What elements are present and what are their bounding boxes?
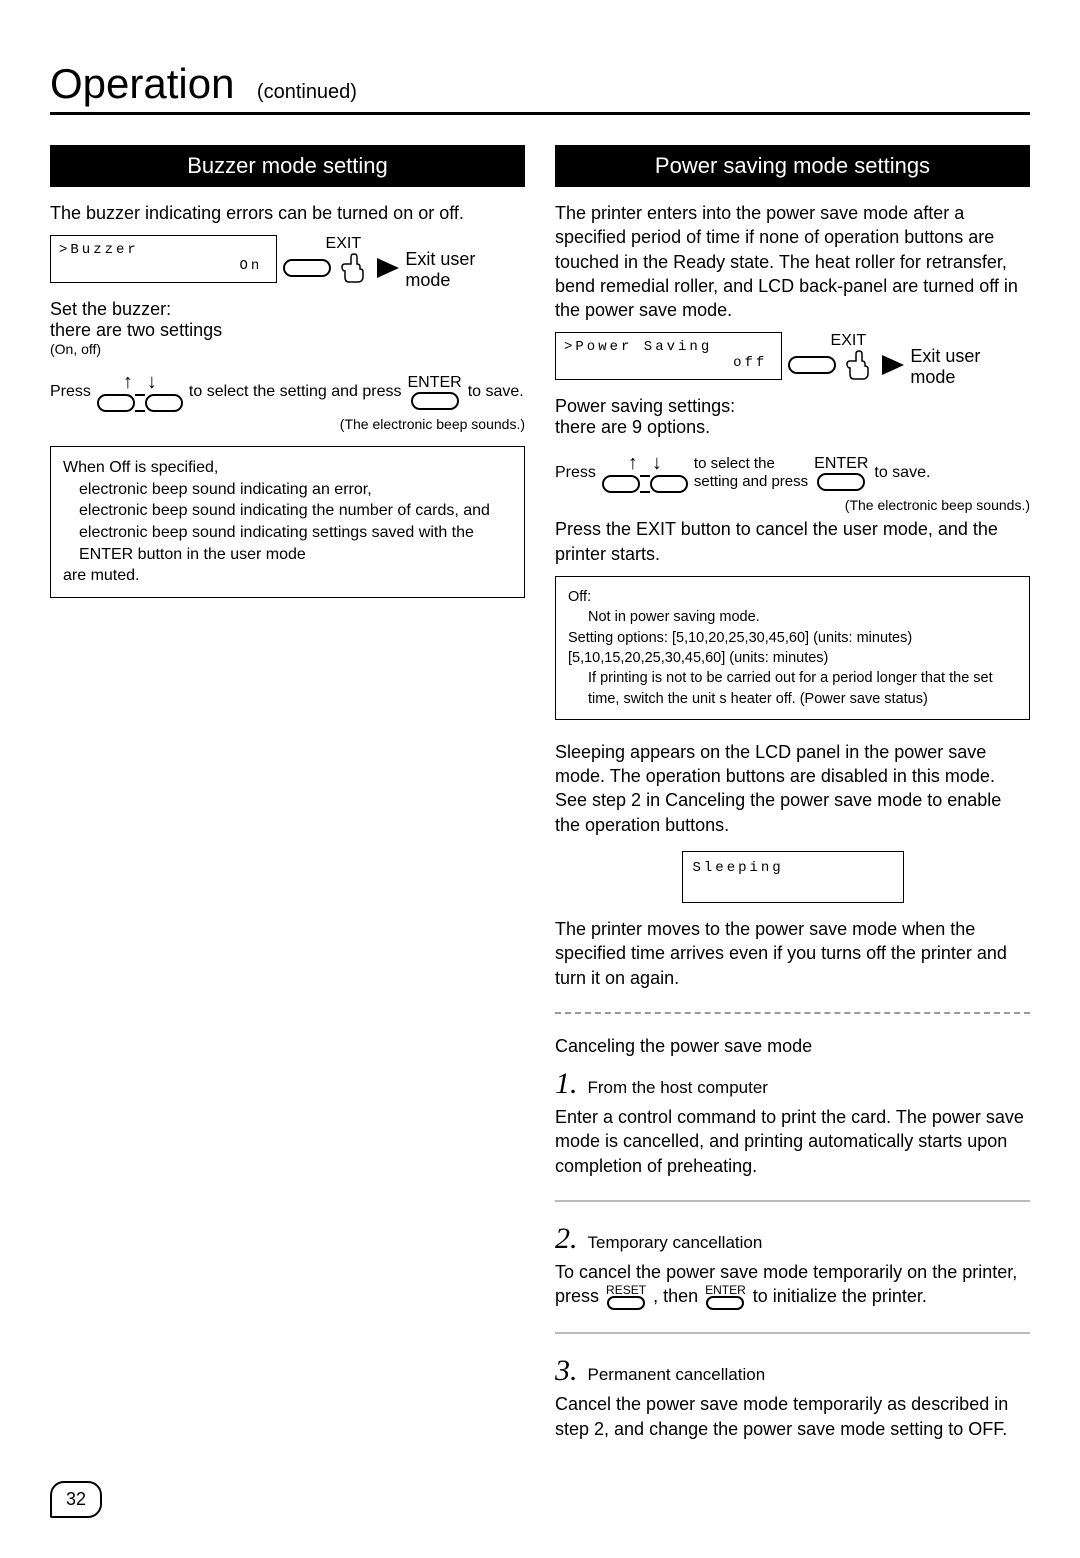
press-exit-cancel: Press the EXIT button to cancel the user…	[555, 517, 1030, 566]
reset-button-icon: RESET	[606, 1284, 646, 1310]
press-label: Press	[555, 464, 596, 482]
exit-button-icon	[283, 259, 331, 277]
set-buzzer-l3: (On, off)	[50, 341, 525, 357]
to-save: to save.	[468, 383, 524, 401]
page-title: Operation	[50, 60, 234, 107]
rule	[555, 1200, 1030, 1202]
updown-arrows-icon: ↑↓	[117, 371, 163, 394]
right-column: Power saving mode settings The printer e…	[555, 145, 1030, 1441]
to-save: to save.	[874, 464, 930, 482]
opt-list-l1: [5,10,15,20,25,30,45,60] (units: minutes…	[568, 648, 1017, 668]
set-buzzer-block: Set the buzzer: there are two settings (…	[50, 299, 525, 357]
step1-body: Enter a control command to print the car…	[555, 1105, 1030, 1178]
step2-body: To cancel the power save mode temporaril…	[555, 1260, 1030, 1311]
arrow-right-icon	[882, 355, 904, 375]
columns: Buzzer mode setting The buzzer indicatin…	[50, 145, 1030, 1441]
persist-para: The printer moves to the power save mode…	[555, 917, 1030, 990]
ps-l1: Power saving settings:	[555, 396, 1030, 417]
opt-off-l2: Not in power saving mode.	[568, 607, 1017, 627]
updown-arrows-icon: ↑↓	[622, 452, 668, 475]
page-number: 32	[50, 1481, 1030, 1518]
step-title: Temporary cancellation	[588, 1233, 763, 1253]
enter-button-icon	[411, 392, 459, 410]
exit-button-icon	[788, 356, 836, 374]
info-l3: electronic beep sound indicating the num…	[63, 500, 512, 522]
beep-note: (The electronic beep sounds.)	[555, 497, 1030, 513]
ps-settings-block: Power saving settings: there are 9 optio…	[555, 396, 1030, 438]
step-2: 2. Temporary cancellation	[555, 1224, 1030, 1254]
info-l4: electronic beep sound indicating setting…	[63, 522, 512, 565]
buzzer-info-box: When Off is specified, electronic beep s…	[50, 446, 525, 598]
info-l5: are muted.	[63, 565, 512, 587]
press-label: Press	[50, 383, 91, 401]
set-buzzer-l2: there are two settings	[50, 320, 525, 341]
enter-button-icon	[817, 473, 865, 491]
enter-label: ENTER	[814, 455, 868, 473]
select-text1: to select the	[694, 455, 808, 473]
step-title: From the host computer	[588, 1078, 768, 1098]
lcd-line2: off	[564, 355, 773, 371]
buzzer-intro: The buzzer indicating errors can be turn…	[50, 201, 525, 225]
updown-button-icon	[97, 394, 183, 412]
exit-label: EXIT	[827, 332, 867, 350]
rule	[555, 1332, 1030, 1334]
power-lcd: >Power Saving off	[555, 332, 782, 380]
power-press-row: Press ↑↓ to select the setting and press…	[555, 452, 1030, 493]
info-l2: electronic beep sound indicating an erro…	[63, 479, 512, 501]
exit-block: EXIT	[788, 332, 904, 380]
left-column: Buzzer mode setting The buzzer indicatin…	[50, 145, 525, 1441]
enter-button-icon: ENTER	[705, 1284, 746, 1310]
step2-b: , then	[653, 1286, 703, 1306]
step-1: 1. From the host computer	[555, 1069, 1030, 1099]
exit-label: EXIT	[322, 235, 362, 253]
set-buzzer-l1: Set the buzzer:	[50, 299, 525, 320]
buzzer-diagram: >Buzzer On EXIT Exit user mode	[50, 235, 525, 291]
info-l1: When Off is specified,	[63, 457, 512, 479]
power-intro: The printer enters into the power save m…	[555, 201, 1030, 322]
opt-list-l2: If printing is not to be carried out for…	[568, 668, 1017, 709]
buzzer-press-row: Press ↑↓ to select the setting and press…	[50, 371, 525, 412]
step-3: 3. Permanent cancellation	[555, 1356, 1030, 1386]
sleeping-para: Sleeping appears on the LCD panel in the…	[555, 740, 1030, 837]
arrow-right-icon	[377, 258, 399, 278]
step3-body: Cancel the power save mode temporarily a…	[555, 1392, 1030, 1441]
dashed-separator	[555, 1012, 1030, 1014]
exit-block: EXIT	[283, 235, 399, 283]
select-text: to select the setting and press	[189, 383, 402, 401]
hand-icon	[337, 253, 371, 283]
beep-note: (The electronic beep sounds.)	[50, 416, 525, 432]
exit-desc: Exit user mode	[405, 235, 525, 291]
step-num: 3.	[555, 1356, 578, 1386]
opt-set-l1: Setting options: [5,10,20,25,30,45,60] (…	[568, 628, 1017, 648]
buzzer-section-header: Buzzer mode setting	[50, 145, 525, 187]
exit-desc: Exit user mode	[910, 332, 1030, 388]
select-text2: setting and press	[694, 473, 808, 491]
step-num: 1.	[555, 1069, 578, 1099]
ps-l2: there are 9 options.	[555, 417, 1030, 438]
power-section-header: Power saving mode settings	[555, 145, 1030, 187]
step-title: Permanent cancellation	[588, 1365, 766, 1385]
sleeping-lcd: Sleeping	[682, 851, 904, 903]
continued-label: (continued)	[257, 81, 357, 103]
enter-label: ENTER	[407, 374, 461, 392]
title-row: Operation (continued)	[50, 60, 1030, 115]
page: Operation (continued) Buzzer mode settin…	[0, 0, 1080, 1558]
updown-button-icon	[602, 475, 688, 493]
options-box: Off: Not in power saving mode. Setting o…	[555, 576, 1030, 720]
step2-c: to initialize the printer.	[753, 1286, 927, 1306]
lcd-line1: >Power Saving	[564, 339, 773, 355]
lcd-line1: >Buzzer	[59, 242, 268, 258]
opt-off-l1: Off:	[568, 587, 1017, 607]
step-num: 2.	[555, 1224, 578, 1254]
power-diagram: >Power Saving off EXIT Exit user mode	[555, 332, 1030, 388]
buzzer-lcd: >Buzzer On	[50, 235, 277, 283]
cancel-heading: Canceling the power save mode	[555, 1036, 1030, 1057]
hand-icon	[842, 350, 876, 380]
lcd-line2: On	[59, 258, 268, 274]
